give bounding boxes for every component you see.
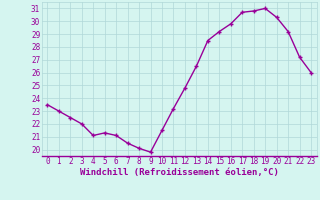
X-axis label: Windchill (Refroidissement éolien,°C): Windchill (Refroidissement éolien,°C): [80, 168, 279, 177]
